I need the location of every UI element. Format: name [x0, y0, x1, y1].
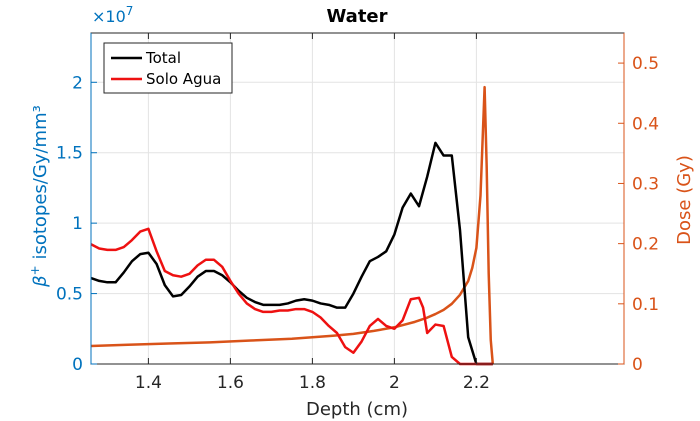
- y-left-tick-label: 0: [72, 355, 83, 375]
- y-axis-left-label: β+ isotopes/Gy/mm³: [28, 105, 51, 288]
- x-axis-label: Depth (cm): [306, 399, 408, 420]
- y-right-tick-label: 0.1: [632, 295, 659, 315]
- legend-label: Solo Agua: [146, 70, 221, 88]
- y-left-tick-label: 2: [72, 73, 83, 93]
- y-right-tick-label: 0.4: [632, 114, 659, 134]
- series-layer: [90, 85, 495, 366]
- y-axis-right-label: Dose (Gy): [674, 155, 695, 245]
- y-right-tick-label: 0.5: [632, 54, 659, 74]
- legend-box: [103, 42, 233, 94]
- ticks: 1.4 1.6 1.8 2 2.2 0 0.5 1 1.5 2 0 0.1 0.2 0.3 0.4 0.5: [56, 33, 659, 393]
- y-left-label-prefix: β: [30, 275, 51, 288]
- chart-title: Water: [326, 6, 387, 27]
- x-tick-label: 2.2: [463, 373, 490, 393]
- y-right-tick-label: 0: [632, 355, 643, 375]
- y-exponent-base: ×10: [92, 7, 126, 26]
- series-line-total: [90, 141, 493, 366]
- y-right-tick-label: 0.3: [632, 174, 659, 194]
- x-tick-label: 2: [389, 373, 400, 393]
- x-tick-label: 1.4: [135, 373, 162, 393]
- y-left-tick-label: 0.5: [56, 285, 83, 305]
- y-left-label-sup: +: [28, 265, 42, 275]
- y-left-tick-label: 1.5: [56, 144, 83, 164]
- y-right-tick-label: 0.2: [632, 235, 659, 255]
- legend-label: Total: [145, 49, 181, 67]
- y-left-tick-label: 1: [72, 214, 83, 234]
- x-tick-label: 1.6: [217, 373, 244, 393]
- y-axis-exponent: ×107: [92, 4, 133, 26]
- legend: Total Solo Agua: [103, 42, 233, 94]
- y-exponent-power: 7: [126, 4, 134, 18]
- y-left-label-rest: isotopes/Gy/mm³: [30, 105, 51, 265]
- series-line-solo-agua: [90, 227, 493, 366]
- series-line-dose: [90, 85, 495, 365]
- x-tick-label: 1.8: [299, 373, 326, 393]
